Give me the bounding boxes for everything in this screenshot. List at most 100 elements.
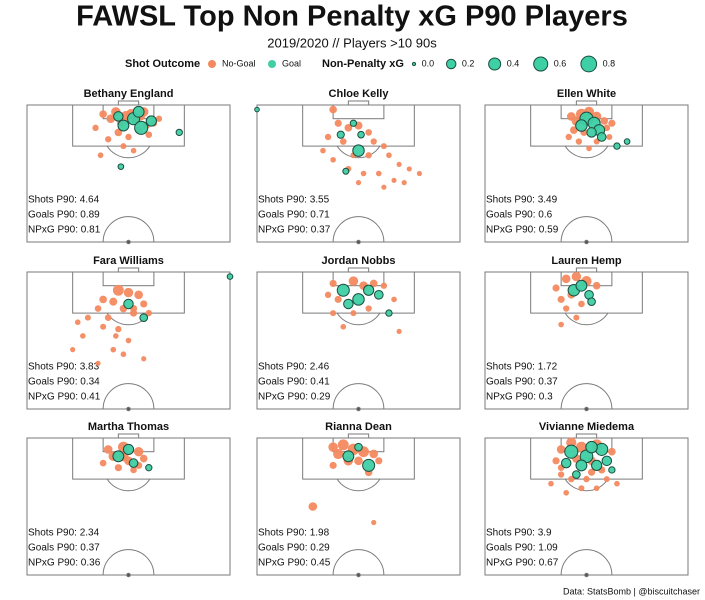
shot [371,519,377,526]
goal-shot [363,284,375,296]
goal-shot [145,115,157,127]
goal-shot [342,450,355,463]
panel-title: Fara Williams [93,255,164,267]
panel-title: Ellen White [557,88,616,100]
legend-size-mark [445,58,457,70]
shot [563,489,570,496]
shot [381,184,387,190]
shot [569,126,578,134]
panel-stat: Shots P90: 1.98 [258,528,330,539]
panel-stat: Shots P90: 3.55 [258,195,330,206]
shot [416,170,422,177]
goal-shot [575,279,588,292]
shot [109,297,118,306]
pitch [484,267,689,412]
legend-size-label: 0.0 [422,58,435,68]
shot [558,321,564,328]
goal-shot [117,163,125,170]
shot [603,476,610,483]
shot [139,454,148,463]
panel-stat: NPxG P90: 0.45 [258,558,331,569]
shot [370,138,377,145]
shot [337,439,349,451]
pitch [256,433,461,578]
shot [329,279,337,287]
shot [369,449,379,459]
goal-shot [122,443,135,456]
shot [606,133,613,140]
shot [115,325,122,333]
panel-stat: NPxG P90: 0.81 [28,225,101,236]
shot [573,314,580,321]
goal-shot [591,459,603,471]
panel-stat: Shots P90: 1.72 [486,362,558,373]
shot [80,333,86,339]
panel-stat: Shots P90: 3.49 [486,195,558,206]
goal-shot [575,119,588,132]
goal-shot [586,127,597,138]
panel-stat: NPxG P90: 0.36 [28,558,101,569]
shot [324,133,332,141]
shot [340,323,347,330]
panel-stat: Goals P90: 1.09 [486,543,558,554]
panel-title: Lauren Hemp [551,255,622,267]
goal-shot [572,470,581,479]
panel-stat: Goals P90: 0.71 [258,210,330,221]
shot [106,114,116,124]
shot [130,466,137,474]
panel-stat: NPxG P90: 0.29 [258,392,331,403]
shot [155,115,163,122]
shot [328,442,338,452]
shot [406,166,412,172]
shot [140,300,148,308]
shot [104,314,112,321]
goal-shot [564,444,579,459]
shot [145,131,153,138]
shot [330,156,336,163]
panel-stat: Goals P90: 0.89 [28,210,100,221]
shot [130,147,137,154]
goal-shot [145,464,153,472]
shot [112,284,124,296]
shot [578,485,585,492]
goal-shot [575,459,588,472]
pitch [256,267,461,412]
legend-title: Shot Outcome [125,58,200,70]
goal-shot [254,106,260,113]
goal-shot [134,120,149,135]
shot [133,446,144,457]
panel-title: Chloe Kelly [329,88,390,100]
shot [561,274,571,284]
goal-shot [587,297,596,306]
legend-size-mark [533,56,549,72]
legend-label: Goal [282,58,301,68]
shot [365,305,372,312]
shot [92,124,99,131]
legend-title: Non-Penalty xG [322,58,404,70]
goal-shot [349,119,358,127]
shot [339,138,347,145]
shot [329,461,337,469]
legend-swatch [268,60,276,68]
shot [308,502,318,511]
shot [94,305,102,312]
shot [99,295,107,304]
shot [380,282,388,289]
goal-shot [113,111,124,122]
goal-shot [623,138,631,145]
shot [344,124,353,132]
goal-shot [601,455,613,467]
panel-stat: Shots P90: 3.9 [486,528,552,539]
panel-stat: Goals P90: 0.41 [258,377,330,388]
panel-stat: Goals P90: 0.34 [28,377,100,388]
shot [354,456,363,466]
goal-shot [117,119,130,132]
shot [355,180,362,186]
goal-shot [175,128,183,137]
panel-title: Vivianne Miedema [539,421,635,433]
panel-title: Martha Thomas [88,421,169,433]
shot [141,356,147,362]
shot [365,152,372,159]
pitch [26,433,231,578]
panel-stat: NPxG P90: 0.41 [28,392,101,403]
